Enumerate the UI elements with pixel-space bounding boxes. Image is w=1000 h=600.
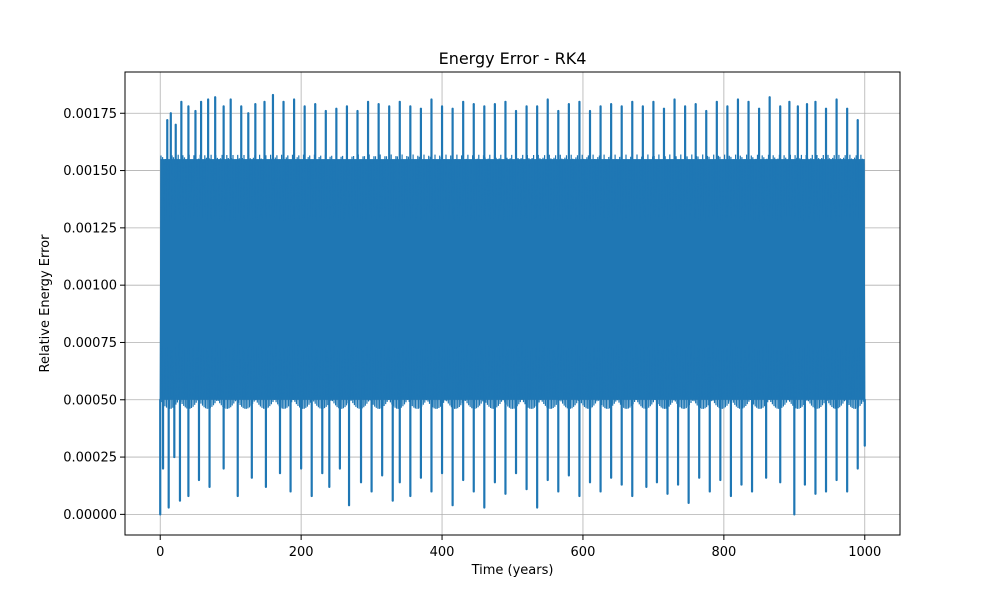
y-tick-label: 0.00050 — [63, 393, 117, 408]
y-tick-label: 0.00100 — [63, 279, 117, 294]
y-axis-label: Relative Energy Error — [38, 234, 53, 373]
chart-title: Energy Error - RK4 — [439, 49, 587, 68]
data-series — [159, 93, 866, 516]
y-axis-ticks: 0.00000 0.00025 0.00050 0.00075 0.00100 0.001… — [63, 107, 125, 523]
y-tick-label: 0.00000 — [63, 508, 117, 523]
y-tick-label: 0.00075 — [63, 336, 117, 351]
x-tick-label: 600 — [571, 545, 596, 560]
x-axis-ticks: 0 200 400 600 800 1000 — [156, 535, 881, 560]
plot-frame — [124, 71, 901, 536]
x-tick-label: 400 — [430, 545, 455, 560]
x-tick-label: 1000 — [848, 545, 881, 560]
x-axis-label: Time (years) — [471, 563, 554, 578]
x-tick-label: 200 — [289, 545, 314, 560]
x-tick-label: 800 — [711, 545, 736, 560]
x-tick-label: 0 — [156, 545, 164, 560]
y-tick-label: 0.00150 — [63, 164, 117, 179]
y-tick-label: 0.00175 — [63, 107, 117, 122]
y-tick-label: 0.00025 — [63, 451, 117, 466]
series-oscillation-trace — [159, 154, 866, 409]
y-tick-label: 0.00125 — [63, 221, 117, 236]
